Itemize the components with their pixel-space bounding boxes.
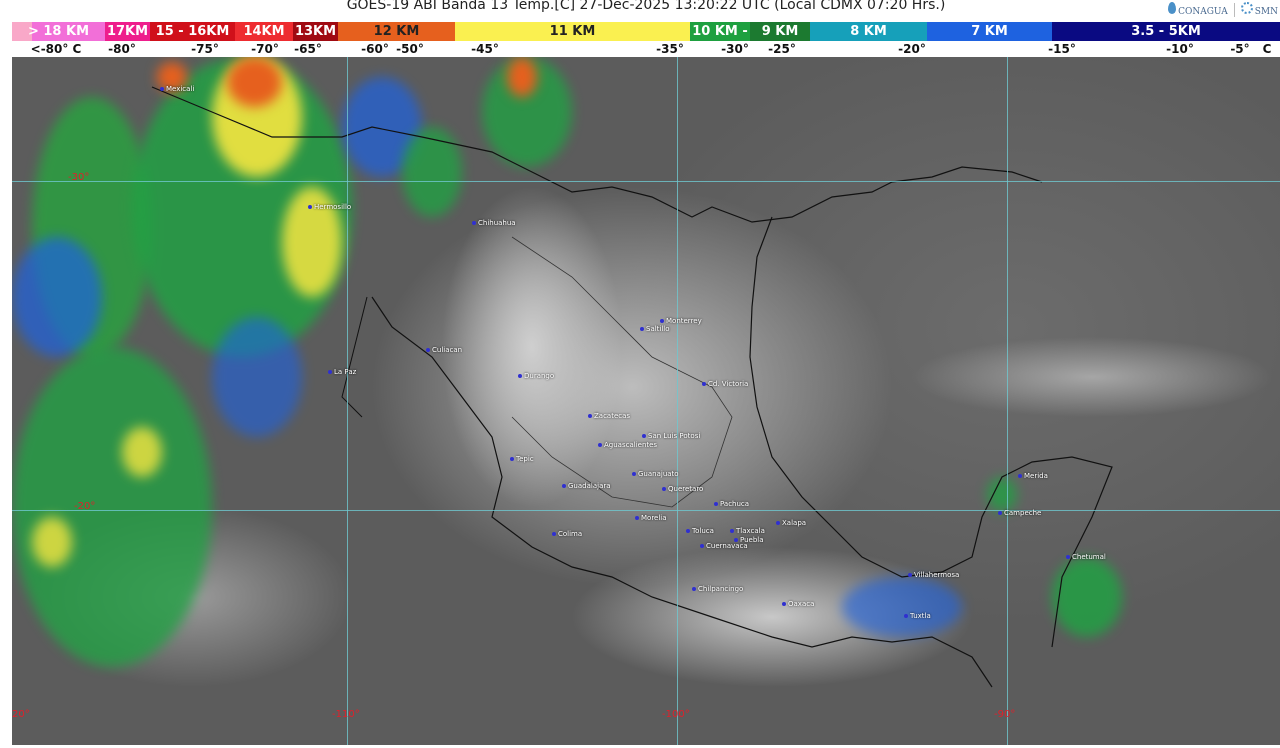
city-label: Tlaxcala	[730, 527, 765, 535]
legend-band: 10 KM -	[690, 22, 750, 41]
longitude-label: -110°	[332, 709, 360, 720]
temp-label: <-80° C	[30, 42, 82, 56]
city-label: La Paz	[328, 368, 356, 376]
temp-label: -45°	[471, 42, 499, 56]
smn-logo: SMN	[1240, 2, 1278, 17]
city-label: Guadalajara	[562, 482, 611, 490]
city-label: Chetumal	[1066, 553, 1106, 561]
temp-label: -80°	[108, 42, 136, 56]
city-label: San Luis Potosi	[642, 432, 700, 440]
temp-label: -35°	[656, 42, 684, 56]
cloud-cluster	[12, 237, 102, 357]
city-label: Tepic	[510, 455, 534, 463]
cloud-cluster	[987, 477, 1017, 512]
cloud-cluster	[842, 577, 962, 637]
temp-label: -20°	[898, 42, 926, 56]
city-label: Puebla	[734, 536, 764, 544]
legend-band: 3.5 - 5KM	[1052, 22, 1280, 41]
temp-label: -75°	[191, 42, 219, 56]
temp-label: -25°	[768, 42, 796, 56]
city-label: Tuxtla	[904, 612, 931, 620]
city-label: Chilpancingo	[692, 585, 743, 593]
city-label: Pachuca	[714, 500, 749, 508]
parallel-line	[12, 181, 1280, 182]
longitude-label: -100°	[662, 709, 690, 720]
temp-label: -15°	[1048, 42, 1076, 56]
cloud-cluster	[1052, 557, 1122, 637]
city-label: Cuernavaca	[700, 542, 748, 550]
temp-label: -65°	[294, 42, 322, 56]
cloud-cluster	[507, 57, 537, 97]
meridian-line	[347, 57, 348, 745]
legend-band: > 18 KM	[12, 22, 105, 41]
city-label: Saltillo	[640, 325, 670, 333]
cloud-cluster	[122, 427, 162, 477]
cloud-cluster	[32, 517, 72, 567]
cloud-cluster	[12, 347, 212, 667]
legend-band: 8 KM	[810, 22, 927, 41]
temp-label: -30°	[721, 42, 749, 56]
city-label: Morelia	[635, 514, 667, 522]
temp-label: C	[1262, 42, 1272, 56]
agency-logos: CONAGUA SMN	[1168, 2, 1278, 17]
city-label: Culiacan	[426, 346, 462, 354]
meridian-line	[677, 57, 678, 745]
country-borders	[151, 86, 1113, 688]
parallel-line	[12, 510, 1280, 511]
legend-band: 17KM	[105, 22, 150, 41]
latitude-label: -30°	[68, 172, 90, 183]
legend-band: 12 KM	[338, 22, 455, 41]
conagua-logo: CONAGUA	[1168, 2, 1228, 17]
satellite-map: -30° -20° -120° -110° -100° -90° Mexical…	[12, 57, 1280, 745]
city-label: Hermosillo	[308, 203, 351, 211]
city-label: Durango	[518, 372, 554, 380]
city-label: Aguascalientes	[598, 441, 657, 449]
legend-band: 14KM	[235, 22, 293, 41]
city-label: Oaxaca	[782, 600, 814, 608]
cloud-cluster	[402, 127, 462, 217]
city-label: Xalapa	[776, 519, 806, 527]
city-label: Chihuahua	[472, 219, 516, 227]
city-label: Zacatecas	[588, 412, 630, 420]
legend-band: 7 KM	[927, 22, 1052, 41]
meridian-line	[1007, 57, 1008, 745]
city-label: Cd. Victoria	[702, 380, 748, 388]
image-title: GOES-19 ABI Banda 13 Temp.[C] 27-Dec-202…	[346, 0, 946, 13]
temp-label: -5°	[1230, 42, 1250, 56]
city-label: Toluca	[686, 527, 714, 535]
legend-band: 13KM	[293, 22, 338, 41]
city-label: Queretaro	[662, 485, 703, 493]
cloud-cluster	[227, 57, 282, 107]
longitude-label: -90°	[994, 709, 1016, 720]
logo-divider	[1233, 2, 1235, 17]
city-label: Colima	[552, 530, 582, 538]
temp-label: -50°	[396, 42, 424, 56]
latitude-label: -20°	[74, 501, 96, 512]
city-label: Mexicali	[160, 85, 194, 93]
cloud-cluster	[212, 317, 302, 437]
legend-band: 15 - 16KM	[150, 22, 235, 41]
city-label: Monterrey	[660, 317, 702, 325]
city-label: Villahermosa	[908, 571, 959, 579]
city-label: Campeche	[998, 509, 1041, 517]
legend-band: 11 KM	[455, 22, 690, 41]
temp-label: -70°	[251, 42, 279, 56]
temp-label: -60°	[361, 42, 389, 56]
temp-label: -10°	[1166, 42, 1194, 56]
city-label: Merida	[1018, 472, 1048, 480]
longitude-label: -120°	[12, 709, 30, 720]
city-label: Guanajuato	[632, 470, 679, 478]
legend-band: 9 KM	[750, 22, 810, 41]
